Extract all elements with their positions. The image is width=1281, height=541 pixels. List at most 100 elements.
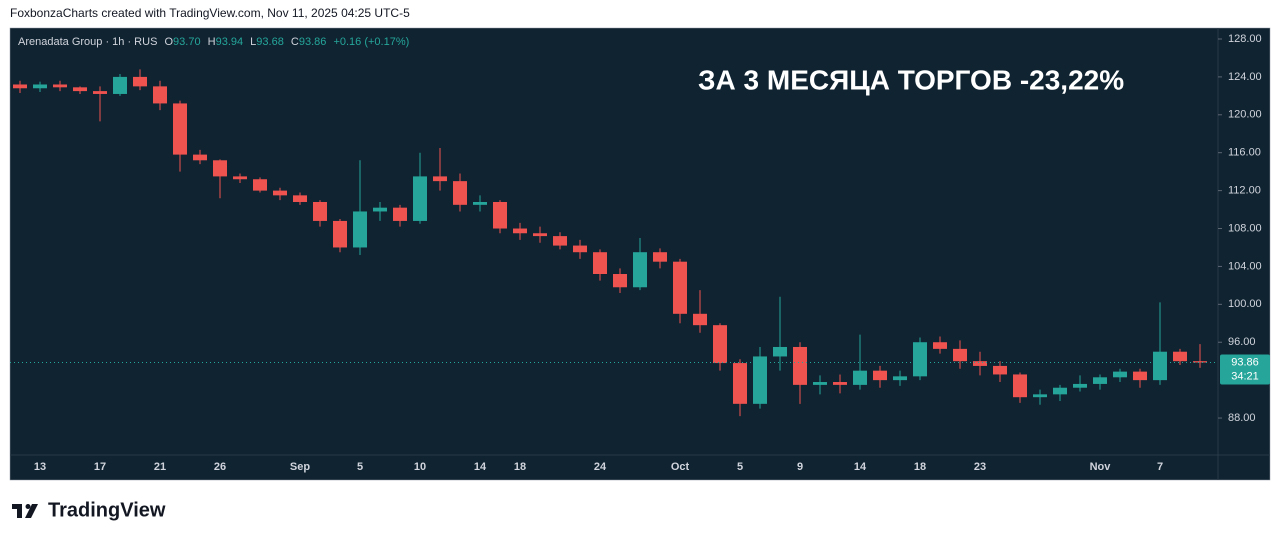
x-tick-label: 24: [594, 461, 607, 473]
candle-body: [913, 342, 927, 377]
x-tick-label: 14: [474, 461, 487, 473]
candle-body: [1093, 377, 1107, 384]
candle-body: [1133, 371, 1147, 381]
candle-body: [1013, 374, 1027, 398]
candle-body: [573, 245, 587, 253]
y-tick-label: 96.00: [1228, 336, 1256, 348]
candle-body: [533, 233, 547, 237]
candle-body: [393, 207, 407, 221]
candle-body: [1113, 371, 1127, 378]
legend-key: L: [250, 36, 256, 48]
candle-body: [1153, 351, 1167, 381]
legend-key: H: [208, 36, 216, 48]
candle-body: [633, 252, 647, 288]
candle-body: [333, 220, 347, 248]
candle-body: [653, 252, 667, 262]
candle-body: [753, 356, 767, 404]
candle-body: [953, 348, 967, 362]
candle-body: [153, 86, 167, 104]
y-tick-label: 120.00: [1228, 109, 1262, 121]
candle-body: [813, 382, 827, 385]
annotation: ЗА 3 МЕСЯЦА ТОРГОВ -23,22%: [698, 64, 1124, 95]
candle-body: [213, 160, 227, 177]
x-tick-label: 26: [214, 461, 226, 473]
x-tick-label: 17: [94, 461, 106, 473]
candle-body: [1033, 394, 1047, 398]
x-tick-label: 18: [514, 461, 526, 473]
y-tick-label: 104.00: [1228, 260, 1262, 272]
candle-body: [33, 84, 47, 89]
candle-body: [693, 313, 707, 326]
candle-body: [493, 201, 507, 229]
candle-body: [273, 190, 287, 196]
candle-body: [313, 201, 327, 221]
x-tick-label: 5: [357, 461, 363, 473]
x-tick-label: 9: [797, 461, 803, 473]
candle-body: [793, 346, 807, 385]
candle-body: [473, 201, 487, 205]
candle-body: [873, 370, 887, 381]
candle-body: [93, 91, 107, 94]
x-tick-label: 23: [974, 461, 986, 473]
candle-body: [553, 236, 567, 246]
x-tick-label: 5: [737, 461, 743, 473]
x-tick-label: 18: [914, 461, 926, 473]
candle-body: [453, 181, 467, 205]
legend-key: C: [291, 36, 299, 48]
legend-value: 93.94: [216, 36, 244, 48]
candle-body: [173, 103, 187, 155]
candle-body: [1193, 361, 1207, 363]
candle-body: [673, 261, 687, 314]
candle-body: [853, 370, 867, 385]
x-tick-label: 13: [34, 461, 46, 473]
legend-value: 93.86: [299, 36, 327, 48]
header-text: FoxbonzaCharts created with TradingView.…: [10, 6, 410, 20]
legend-value: 93.70: [173, 36, 201, 48]
candle-body: [193, 154, 207, 161]
candle-body: [293, 195, 307, 202]
symbol: Arenadata Group · 1h · RUS: [18, 36, 157, 48]
y-tick-label: 108.00: [1228, 222, 1262, 234]
brand: TradingView: [48, 499, 166, 521]
candle-body: [13, 84, 27, 89]
y-tick-label: 116.00: [1228, 147, 1261, 159]
candle-body: [833, 382, 847, 385]
y-tick-label: 112.00: [1228, 185, 1261, 197]
x-tick-label: 14: [854, 461, 867, 473]
candle-body: [893, 376, 907, 381]
y-tick-label: 100.00: [1228, 298, 1262, 310]
candle-body: [1173, 351, 1187, 362]
countdown: 34:21: [1231, 370, 1259, 382]
x-tick-label: 10: [414, 461, 426, 473]
legend: Arenadata Group · 1h · RUS O93.70 H93.94…: [18, 36, 409, 48]
y-tick-label: 88.00: [1228, 412, 1256, 424]
legend-change: +0.16 (+0.17%): [333, 36, 409, 48]
legend-value: 93.68: [256, 36, 284, 48]
candle-body: [353, 211, 367, 248]
last-price-box: [1220, 354, 1270, 385]
x-tick-label: Oct: [671, 461, 690, 473]
y-tick-label: 124.00: [1228, 71, 1262, 83]
candle-body: [133, 76, 147, 87]
candle-body: [593, 252, 607, 275]
legend-key: O: [164, 36, 173, 48]
candle-body: [773, 346, 787, 357]
candle-body: [433, 176, 447, 182]
candle-body: [713, 325, 727, 364]
x-tick-label: 7: [1157, 461, 1163, 473]
candle-body: [253, 179, 267, 191]
x-tick-label: Sep: [290, 461, 310, 473]
candle-body: [53, 84, 67, 88]
logo: TradingView: [12, 499, 166, 521]
candle-body: [993, 365, 1007, 375]
last-price-label: 93.86: [1231, 356, 1259, 368]
candle-body: [513, 228, 527, 234]
candle-body: [373, 207, 387, 212]
candle-body: [233, 176, 247, 180]
candle-body: [613, 274, 627, 288]
x-tick-label: Nov: [1090, 461, 1112, 473]
candle-body: [113, 76, 127, 94]
y-tick-label: 128.00: [1228, 33, 1262, 45]
